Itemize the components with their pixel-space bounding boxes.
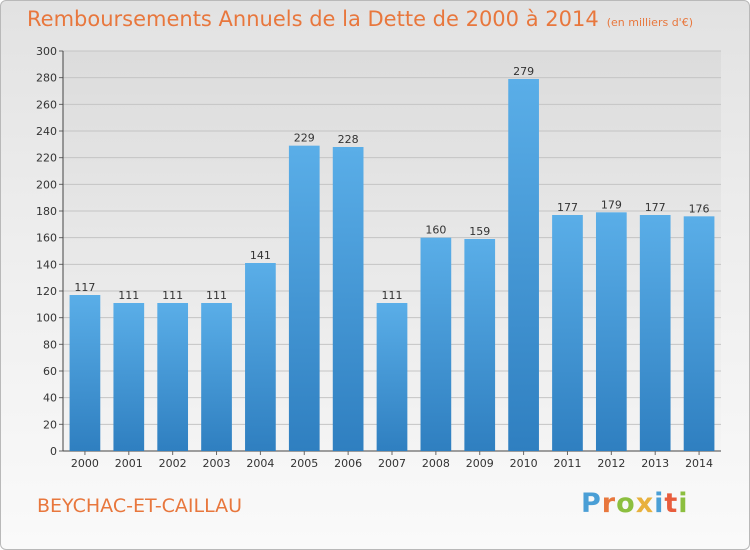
y-tick-label: 140 xyxy=(36,258,57,271)
bar xyxy=(420,237,452,451)
y-tick-label: 240 xyxy=(36,125,57,138)
bar xyxy=(683,216,715,451)
bar-value-label: 228 xyxy=(338,133,359,146)
x-tick-label: 2001 xyxy=(115,457,143,470)
bar xyxy=(595,212,627,451)
y-tick-label: 260 xyxy=(36,98,57,111)
bar-value-label: 229 xyxy=(294,132,315,145)
bar-value-label: 117 xyxy=(74,281,95,294)
x-tick-label: 2006 xyxy=(334,457,362,470)
bar-value-label: 141 xyxy=(250,249,271,262)
bar-value-label: 111 xyxy=(382,289,403,302)
x-tick-label: 2004 xyxy=(246,457,274,470)
x-tick-label: 2007 xyxy=(378,457,406,470)
bar-value-label: 160 xyxy=(425,224,446,237)
bar-value-label: 279 xyxy=(513,65,534,78)
y-tick-label: 80 xyxy=(43,338,57,351)
y-tick-label: 220 xyxy=(36,152,57,165)
bar xyxy=(332,147,364,451)
town-name: BEYCHAC-ET-CAILLAU xyxy=(37,495,243,517)
logo-letter: r xyxy=(601,488,617,519)
x-tick-label: 2012 xyxy=(597,457,625,470)
bar-value-label: 177 xyxy=(557,201,578,214)
x-tick-label: 2005 xyxy=(290,457,318,470)
y-tick-label: 100 xyxy=(36,312,57,325)
bar xyxy=(552,215,583,451)
logo-letter: t xyxy=(664,488,679,519)
bar-value-label: 111 xyxy=(118,289,139,302)
y-tick-label: 180 xyxy=(36,205,57,218)
bar-value-label: 177 xyxy=(645,201,666,214)
y-tick-label: 160 xyxy=(36,232,57,245)
x-tick-label: 2010 xyxy=(510,457,538,470)
bar-value-label: 159 xyxy=(469,225,490,238)
bar xyxy=(201,303,232,451)
y-tick-label: 0 xyxy=(50,445,57,458)
x-tick-label: 2014 xyxy=(685,457,713,470)
logo-letter: x xyxy=(635,488,655,519)
logo-letter: o xyxy=(616,488,636,519)
bar-value-label: 111 xyxy=(206,289,227,302)
bar xyxy=(376,303,408,451)
logo-letter: i xyxy=(654,488,665,519)
y-tick-label: 280 xyxy=(36,72,57,85)
bar xyxy=(113,303,145,451)
y-tick-label: 20 xyxy=(43,418,57,431)
x-tick-label: 2013 xyxy=(641,457,669,470)
bar-value-label: 176 xyxy=(689,202,710,215)
x-tick-label: 2011 xyxy=(553,457,581,470)
logo-letter: i xyxy=(678,488,689,519)
y-tick-label: 60 xyxy=(43,365,57,378)
title-unit: (en milliers d'€) xyxy=(606,16,693,29)
y-tick-label: 40 xyxy=(43,392,57,405)
bar xyxy=(639,215,671,451)
plot-area: 0 20 40 60 80 100 120 140 160 180 200 220 240 260 280 3… xyxy=(36,45,721,470)
bar xyxy=(245,263,276,451)
bar xyxy=(69,295,101,451)
chart-title: Remboursements Annuels de la Dette de 20… xyxy=(27,7,693,31)
bar-value-label: 179 xyxy=(601,198,622,211)
bar xyxy=(157,303,189,451)
title-main: Remboursements Annuels de la Dette de 20… xyxy=(27,7,599,31)
x-tick-label: 2000 xyxy=(71,457,99,470)
bar-value-label: 111 xyxy=(162,289,183,302)
logo-letter: P xyxy=(581,488,602,519)
x-tick-label: 2009 xyxy=(466,457,494,470)
bar xyxy=(288,145,320,451)
proxiti-logo: Proxiti xyxy=(581,488,689,519)
bar xyxy=(464,239,496,451)
x-tick-label: 2003 xyxy=(203,457,231,470)
x-tick-label: 2008 xyxy=(422,457,450,470)
y-tick-label: 200 xyxy=(36,178,57,191)
y-tick-label: 300 xyxy=(36,45,57,58)
x-tick-label: 2002 xyxy=(159,457,187,470)
bar xyxy=(508,79,539,451)
y-tick-label: 120 xyxy=(36,285,57,298)
